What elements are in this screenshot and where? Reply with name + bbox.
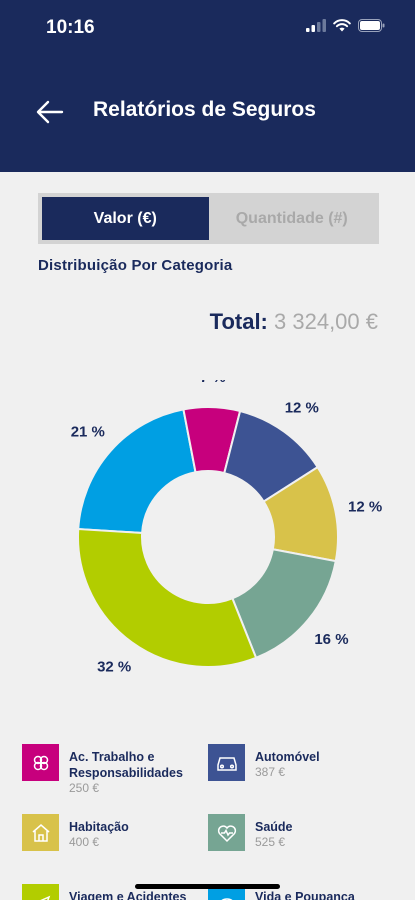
legend-swatch	[208, 744, 245, 781]
wifi-icon	[333, 19, 351, 32]
legend-name: Ac. Trabalho e Responsabilidades	[69, 750, 183, 780]
slice-percent-label: 12 %	[285, 399, 319, 416]
legend-amount: 400 €	[69, 835, 100, 849]
status-icons	[306, 19, 385, 32]
legend-item[interactable]: Habitação 400 €	[22, 814, 129, 851]
donut-slice[interactable]	[77, 408, 197, 535]
legend-item[interactable]: Ac. Trabalho e Responsabilidades 250 €	[22, 744, 199, 796]
home-indicator	[135, 884, 280, 889]
legend-amount: 525 €	[255, 835, 286, 849]
legend-name: Viagem e Acidentes	[69, 890, 187, 900]
slice-percent-label: 7 %	[200, 380, 226, 386]
toggle-quantity[interactable]: Quantidade (#)	[235, 209, 348, 227]
legend-swatch	[22, 814, 59, 851]
slice-percent-label: 12 %	[348, 499, 382, 516]
legend-swatch	[22, 744, 59, 781]
car-icon	[216, 756, 237, 771]
toggle-value[interactable]: Valor (€)	[42, 197, 209, 240]
status-time: 10:16	[46, 17, 95, 38]
legend-name: Automóvel	[255, 750, 320, 764]
slice-percent-label: 32 %	[97, 659, 131, 676]
total-value: 3 324,00 €	[274, 309, 378, 334]
plane-icon	[38, 895, 50, 900]
legend-item[interactable]: Automóvel 387 €	[208, 744, 320, 781]
status-bar: 10:16	[0, 0, 415, 56]
legend-amount: 387 €	[255, 765, 286, 779]
app-header: 10:16 Relatórios de Seguros	[0, 0, 415, 172]
legend-name: Habitação	[69, 820, 129, 834]
value-quantity-toggle: Valor (€) Quantidade (#)	[38, 193, 379, 244]
arrow-left-icon	[36, 100, 64, 124]
slice-percent-label: 21 %	[71, 423, 105, 440]
page-title: Relatórios de Seguros	[93, 98, 316, 121]
total-label: Total:	[209, 309, 268, 334]
back-button[interactable]	[30, 92, 70, 132]
legend-item[interactable]: Saúde 525 €	[208, 814, 293, 851]
category-donut-chart: 21 % 7 % 12 % 12 % 16 % 32 %	[71, 380, 383, 676]
battery-icon	[358, 19, 385, 32]
health-heart-icon	[217, 824, 236, 842]
section-title: Distribuição Por Categoria	[38, 257, 233, 274]
piggy-bank-icon	[220, 897, 233, 900]
heart-cross-icon	[33, 755, 48, 770]
total-amount: Total: 3 324,00 €	[210, 309, 378, 335]
cellular-signal-icon	[306, 19, 326, 32]
legend-swatch	[22, 884, 59, 900]
donut-slice[interactable]	[77, 528, 258, 668]
legend-swatch	[208, 814, 245, 851]
legend-item[interactable]: Viagem e Acidentes	[22, 884, 186, 900]
house-icon	[32, 823, 49, 842]
slice-percent-label: 16 %	[314, 631, 348, 648]
legend-name: Saúde	[255, 820, 293, 834]
legend-amount: 250 €	[69, 781, 100, 795]
legend-name: Vida e Poupança	[255, 890, 355, 900]
